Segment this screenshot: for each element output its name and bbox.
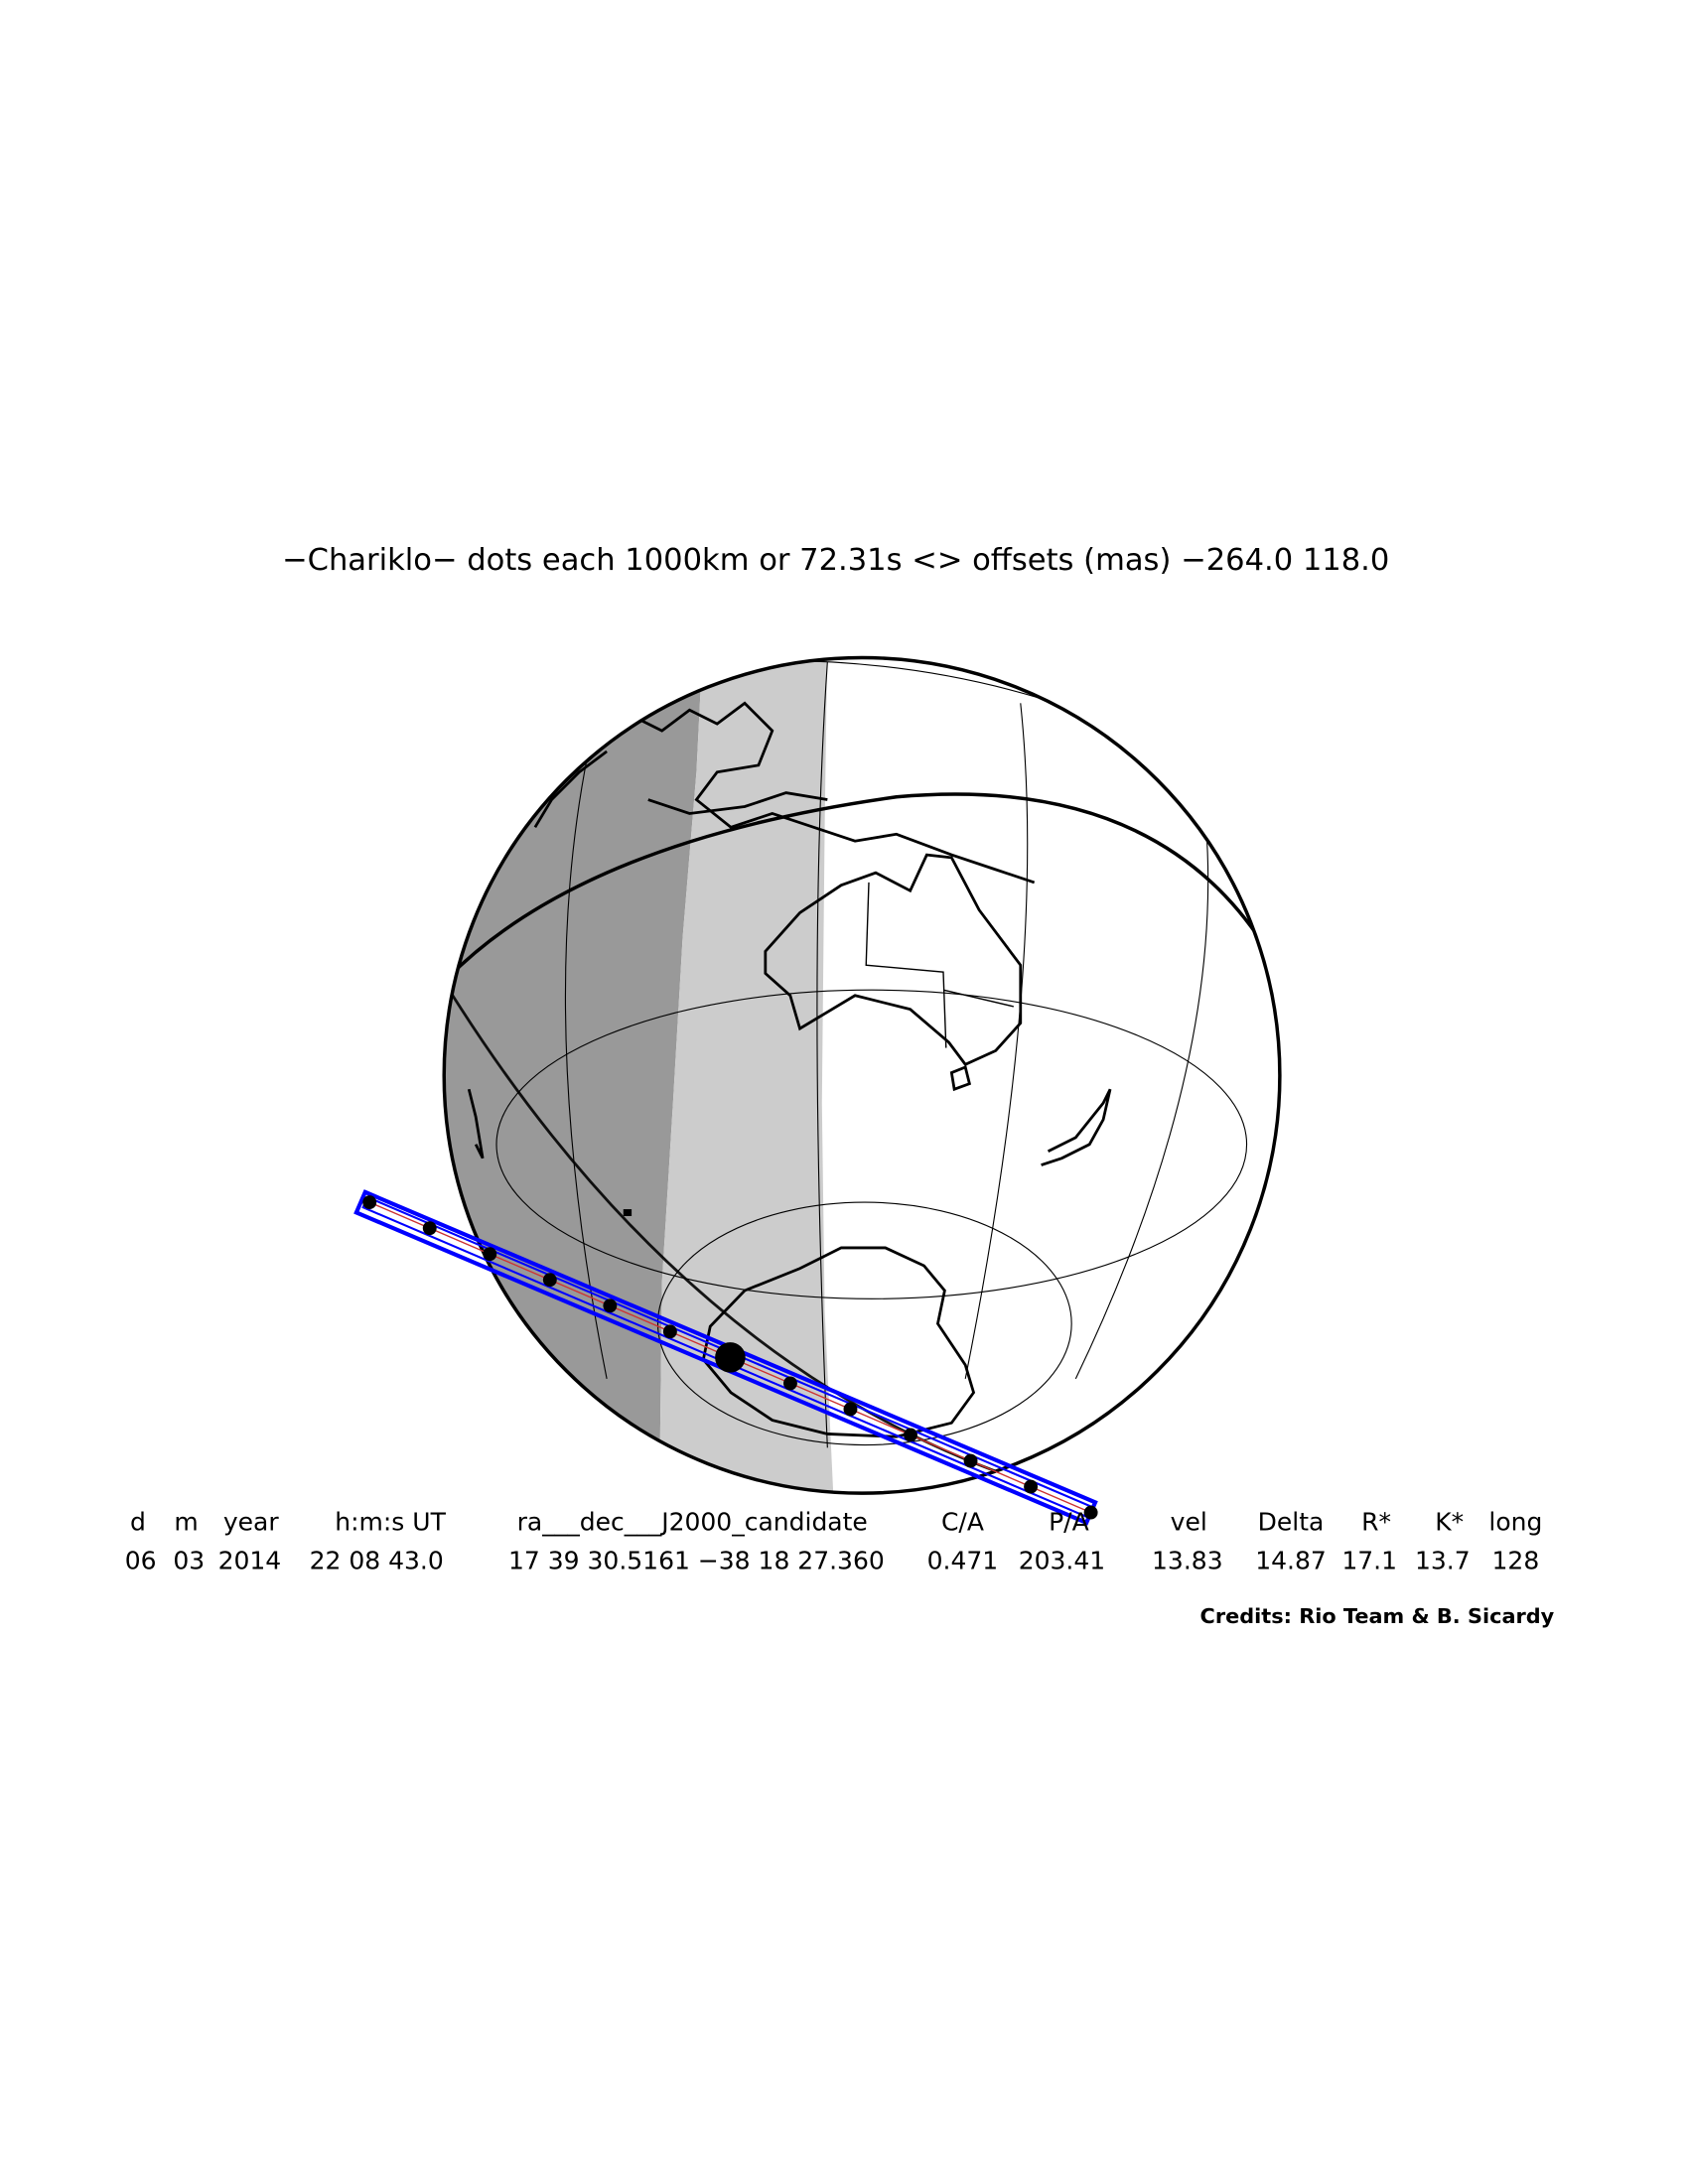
track-dot [843,1402,858,1417]
table-header: C/A [941,1508,984,1537]
map-title: −Chariklo− dots each 1000km or 72.31s <>… [282,543,1389,578]
table-value: 0.471 [927,1547,999,1575]
table-header: vel [1171,1508,1207,1537]
table-value: 128 [1492,1547,1540,1575]
table-value: 14.87 [1255,1547,1327,1575]
globe [444,657,1280,1494]
table-value: 13.7 [1415,1547,1471,1575]
credits: Credits: Rio Team & B. Sicardy [1200,1604,1555,1628]
table-value: 17.1 [1341,1547,1397,1575]
track-dot [1024,1479,1039,1494]
table-header: m [174,1508,198,1537]
table-value: 13.83 [1152,1547,1223,1575]
table-header: d [130,1508,146,1537]
data-table: d m year h:m:s UT ra___dec___J2000_candidate… [125,1508,1543,1575]
track-dot [662,1324,677,1339]
globe-outline [442,655,1282,1495]
track-dot [715,1342,746,1373]
track-dot [422,1221,437,1236]
table-header: Delta [1258,1508,1325,1537]
table-header: ra___dec___J2000_candidate [517,1508,868,1537]
track-dot [542,1273,557,1288]
table-value: 203.41 [1019,1547,1105,1575]
table-header: long [1488,1508,1542,1537]
table-value: 22 08 43.0 [310,1547,444,1575]
track-dot [783,1376,797,1391]
table-value: 03 [173,1547,205,1575]
table-header: R* [1361,1508,1391,1537]
table-header: h:m:s UT [335,1508,446,1537]
track-dot [1083,1505,1098,1520]
table-header: year [223,1508,279,1537]
track-dot [904,1428,917,1442]
table-value: 2014 [218,1547,282,1575]
table-header: K* [1435,1508,1464,1537]
table-value: 06 [125,1547,157,1575]
table-value: 17 39 30.5161 −38 18 27.360 [508,1547,885,1575]
table-header: P/A [1049,1508,1089,1537]
track-dot [483,1247,497,1262]
track-dot [362,1195,377,1210]
shadow-path [353,1189,1098,1526]
track-dot [603,1298,618,1313]
track-dot [963,1453,978,1468]
